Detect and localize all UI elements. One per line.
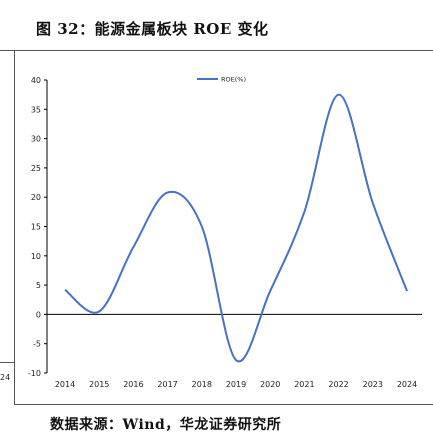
y-tick-label: 35	[31, 105, 41, 114]
adjacent-panel-tick-label: 24	[0, 373, 11, 382]
chart-frame-left	[14, 50, 15, 405]
y-tick-label: 40	[31, 76, 41, 85]
figure-title: 图 32：能源金属板块 ROE 变化	[36, 20, 269, 38]
legend-label: ROE(%)	[221, 76, 246, 84]
x-axis: 2014 2015 2016 2017 2018 2019 2020 2021 2022 2023…	[55, 380, 417, 389]
y-tick-label: 30	[31, 135, 41, 144]
x-tick-label: 2016	[123, 380, 143, 389]
x-tick-label: 2017	[157, 380, 177, 389]
y-tick-label: 15	[31, 223, 41, 232]
x-tick-label: 2019	[226, 380, 246, 389]
x-tick-label: 2020	[260, 380, 280, 389]
x-tick-label: 2024	[397, 380, 417, 389]
y-tick-label: -5	[33, 340, 41, 349]
x-tick-label: 2018	[192, 380, 212, 389]
series-layer	[64, 93, 408, 363]
y-axis: -10 -5 0 5 10 15 20 25 30 35 40	[28, 76, 48, 378]
legend: ROE(%)	[197, 76, 246, 84]
top-rule	[0, 50, 433, 51]
roe-series-line	[64, 93, 408, 363]
x-tick-label: 2014	[55, 380, 75, 389]
x-tick-label: 2022	[328, 380, 348, 389]
y-tick-label: -10	[28, 369, 41, 378]
y-tick-label: 10	[31, 252, 41, 261]
adjacent-panel-rule	[0, 362, 14, 363]
y-tick-label: 0	[36, 310, 41, 319]
y-tick-label: 25	[31, 164, 41, 173]
x-tick-label: 2023	[363, 380, 383, 389]
y-tick-label: 5	[36, 281, 41, 290]
source-note: 数据来源：Wind，华龙证券研究所	[50, 417, 282, 433]
x-tick-label: 2021	[294, 380, 314, 389]
x-tick-label: 2015	[89, 380, 109, 389]
chart-frame-bottom	[14, 404, 433, 405]
y-tick-label: 20	[31, 193, 41, 202]
